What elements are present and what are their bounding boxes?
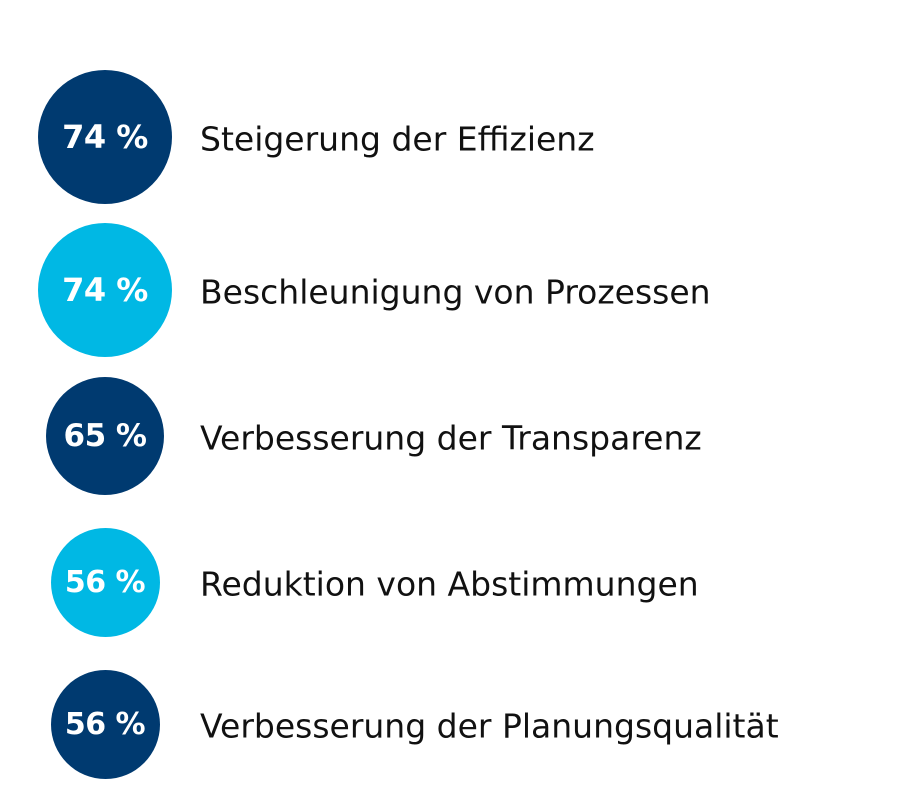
item-label: Steigerung der Effizienz — [200, 119, 595, 159]
value-circle: 56 % — [50, 669, 160, 779]
value-label: 56 % — [64, 564, 146, 600]
value-circle: 74 % — [38, 223, 172, 357]
item-label: Verbesserung der Transparenz — [200, 418, 702, 458]
item-label: Verbesserung der Planungsqualität — [200, 706, 779, 746]
value-circle: 74 % — [38, 70, 172, 204]
value-circle: 65 % — [46, 377, 164, 495]
item-label: Reduktion von Abstimmungen — [200, 564, 699, 604]
item-label: Beschleunigung von Prozessen — [200, 272, 711, 312]
value-circle: 56 % — [50, 527, 160, 637]
value-label: 74 % — [62, 118, 148, 156]
value-label: 65 % — [63, 418, 148, 454]
value-label: 74 % — [62, 271, 148, 309]
value-label: 56 % — [64, 706, 146, 742]
